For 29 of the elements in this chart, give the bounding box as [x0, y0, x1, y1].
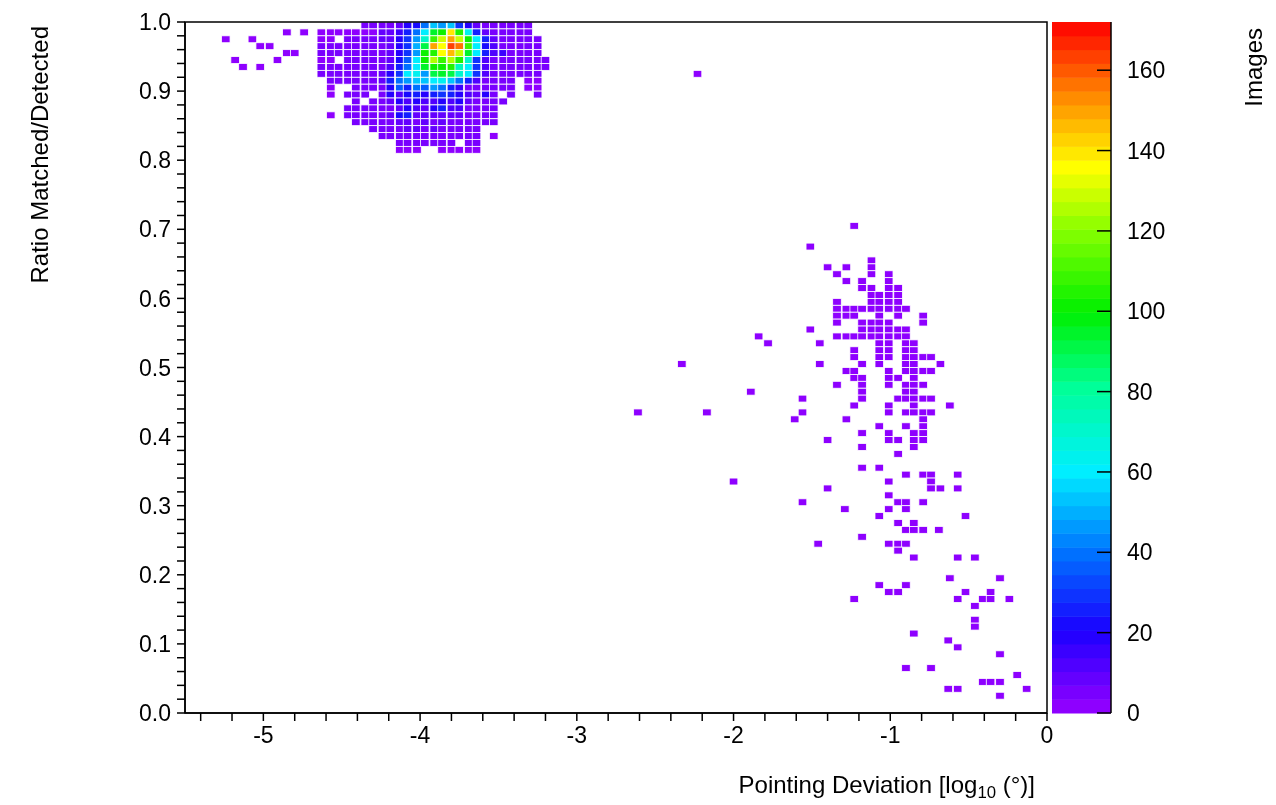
x-tick-label: 0 — [1040, 722, 1054, 749]
y-tick-label: 0.7 — [139, 216, 171, 243]
x-tick-label: -4 — [409, 722, 431, 749]
y-tick-label: 0.9 — [139, 78, 171, 105]
x-tick-label: -1 — [880, 722, 901, 749]
color-bar-label: 0 — [1127, 700, 1140, 726]
x-tick-label: -3 — [566, 722, 588, 749]
color-bar-label: 40 — [1127, 539, 1153, 566]
y-tick-label: 1.0 — [139, 9, 171, 36]
x-axis-title: Pointing Deviation [log$_{10}$ (°)] — [738, 771, 1035, 803]
x-tick-label: -5 — [253, 722, 274, 749]
x-tick-label: -2 — [723, 722, 744, 749]
color-bar-label: 160 — [1127, 57, 1166, 84]
y-tick-label: 0.4 — [139, 423, 172, 450]
y-tick-label: 0.3 — [139, 492, 171, 519]
color-bar-label: 120 — [1127, 217, 1166, 244]
y-tick-label: 0.0 — [139, 700, 171, 727]
y-tick-label: 0.6 — [139, 285, 171, 312]
y-tick-label: 0.2 — [139, 561, 171, 588]
y-tick-label: 0.5 — [139, 354, 171, 381]
color-bar-title: Images — [1240, 28, 1267, 107]
color-bar-label: 60 — [1127, 458, 1153, 485]
y-axis-title: Ratio Matched/Detected — [26, 26, 53, 284]
y-tick-label: 0.1 — [139, 631, 171, 658]
color-bar-label: 140 — [1127, 137, 1166, 164]
y-tick-label: 0.8 — [139, 147, 171, 174]
color-bar-label: 20 — [1127, 619, 1153, 646]
color-bar-label: 100 — [1127, 298, 1166, 325]
color-bar-label: 80 — [1127, 378, 1153, 405]
